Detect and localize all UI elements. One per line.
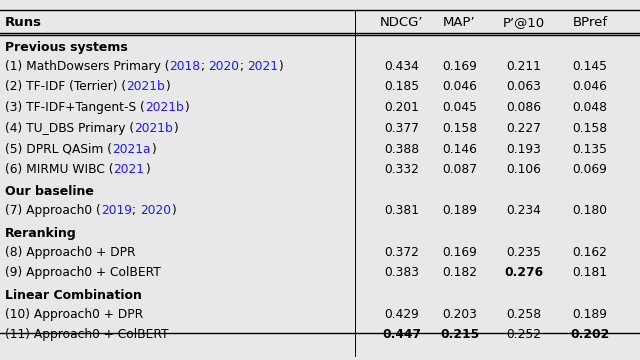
Text: 2021: 2021 [114,163,145,176]
Text: 0.377: 0.377 [385,122,419,135]
Text: 0.046: 0.046 [573,81,607,94]
Text: ): ) [184,101,188,114]
Text: 0.182: 0.182 [442,266,477,279]
Text: 0.383: 0.383 [385,266,419,279]
Text: 0.063: 0.063 [506,81,541,94]
Text: 2021b: 2021b [145,101,184,114]
Text: 0.135: 0.135 [573,143,607,156]
Text: ): ) [165,81,170,94]
Text: 0.203: 0.203 [442,307,477,321]
Text: ): ) [278,60,284,73]
Text: 0.069: 0.069 [573,163,607,176]
Text: 0.258: 0.258 [506,307,541,321]
Text: (1) MathDowsers Primary (: (1) MathDowsers Primary ( [5,60,170,73]
Text: (11) Approach0 + ColBERT: (11) Approach0 + ColBERT [5,328,168,341]
Text: BPref: BPref [573,16,607,29]
Text: 0.189: 0.189 [442,204,477,217]
Text: ;: ; [201,60,209,73]
Text: 0.215: 0.215 [440,328,479,341]
Text: 0.158: 0.158 [442,122,477,135]
Text: 0.087: 0.087 [442,163,477,176]
Text: 0.146: 0.146 [442,143,477,156]
Text: ): ) [173,122,178,135]
Text: 0.162: 0.162 [573,246,607,259]
Text: 0.429: 0.429 [385,307,419,321]
Text: 0.252: 0.252 [506,328,541,341]
Text: 0.193: 0.193 [506,143,541,156]
Text: ): ) [171,204,175,217]
Text: Runs: Runs [5,16,42,29]
Text: (6) MIRMU WIBC (: (6) MIRMU WIBC ( [5,163,114,176]
Text: 0.169: 0.169 [442,60,477,73]
Text: 0.189: 0.189 [573,307,607,321]
Text: ): ) [150,143,156,156]
Text: 0.372: 0.372 [385,246,419,259]
Text: 0.234: 0.234 [506,204,541,217]
Text: 0.181: 0.181 [573,266,607,279]
Text: 2019: 2019 [101,204,132,217]
Text: 0.158: 0.158 [573,122,607,135]
Text: 0.447: 0.447 [383,328,421,341]
Text: ;: ; [239,60,248,73]
Text: 0.434: 0.434 [385,60,419,73]
Text: 0.048: 0.048 [573,101,607,114]
Text: Reranking: Reranking [5,227,77,240]
Text: ): ) [145,163,149,176]
Text: 0.046: 0.046 [442,81,477,94]
Text: 0.332: 0.332 [385,163,419,176]
Text: 2021a: 2021a [112,143,150,156]
Text: 0.202: 0.202 [570,328,610,341]
Text: 0.381: 0.381 [385,204,419,217]
Text: Previous systems: Previous systems [5,41,128,54]
Text: 0.180: 0.180 [573,204,607,217]
Text: 2021b: 2021b [126,81,165,94]
Text: Our baseline: Our baseline [5,185,94,198]
Text: 2020: 2020 [140,204,171,217]
Text: 0.201: 0.201 [385,101,419,114]
Text: 2020: 2020 [209,60,239,73]
Text: 0.045: 0.045 [442,101,477,114]
Text: 0.227: 0.227 [506,122,541,135]
Text: 0.185: 0.185 [385,81,419,94]
Text: 2021b: 2021b [134,122,173,135]
Text: ;: ; [132,204,140,217]
Text: 0.388: 0.388 [385,143,419,156]
Text: Linear Combination: Linear Combination [5,289,142,302]
Text: 0.086: 0.086 [506,101,541,114]
Text: (9) Approach0 + ColBERT: (9) Approach0 + ColBERT [5,266,161,279]
Text: MAP’: MAP’ [444,16,476,29]
Text: (4) TU_DBS Primary (: (4) TU_DBS Primary ( [5,122,134,135]
Text: (3) TF-IDF+Tangent-S (: (3) TF-IDF+Tangent-S ( [5,101,145,114]
Text: (2) TF-IDF (Terrier) (: (2) TF-IDF (Terrier) ( [5,81,126,94]
Text: 0.276: 0.276 [504,266,543,279]
Text: P’@10: P’@10 [502,16,545,29]
Text: (7) Approach0 (: (7) Approach0 ( [5,204,101,217]
Text: NDCG’: NDCG’ [380,16,424,29]
Text: (10) Approach0 + DPR: (10) Approach0 + DPR [5,307,143,321]
Text: 0.235: 0.235 [506,246,541,259]
Text: 0.211: 0.211 [506,60,541,73]
Text: 2021: 2021 [248,60,278,73]
Text: (5) DPRL QASim (: (5) DPRL QASim ( [5,143,112,156]
Text: 0.169: 0.169 [442,246,477,259]
Text: (8) Approach0 + DPR: (8) Approach0 + DPR [5,246,136,259]
Text: 2018: 2018 [170,60,201,73]
Text: 0.106: 0.106 [506,163,541,176]
Text: 0.145: 0.145 [573,60,607,73]
